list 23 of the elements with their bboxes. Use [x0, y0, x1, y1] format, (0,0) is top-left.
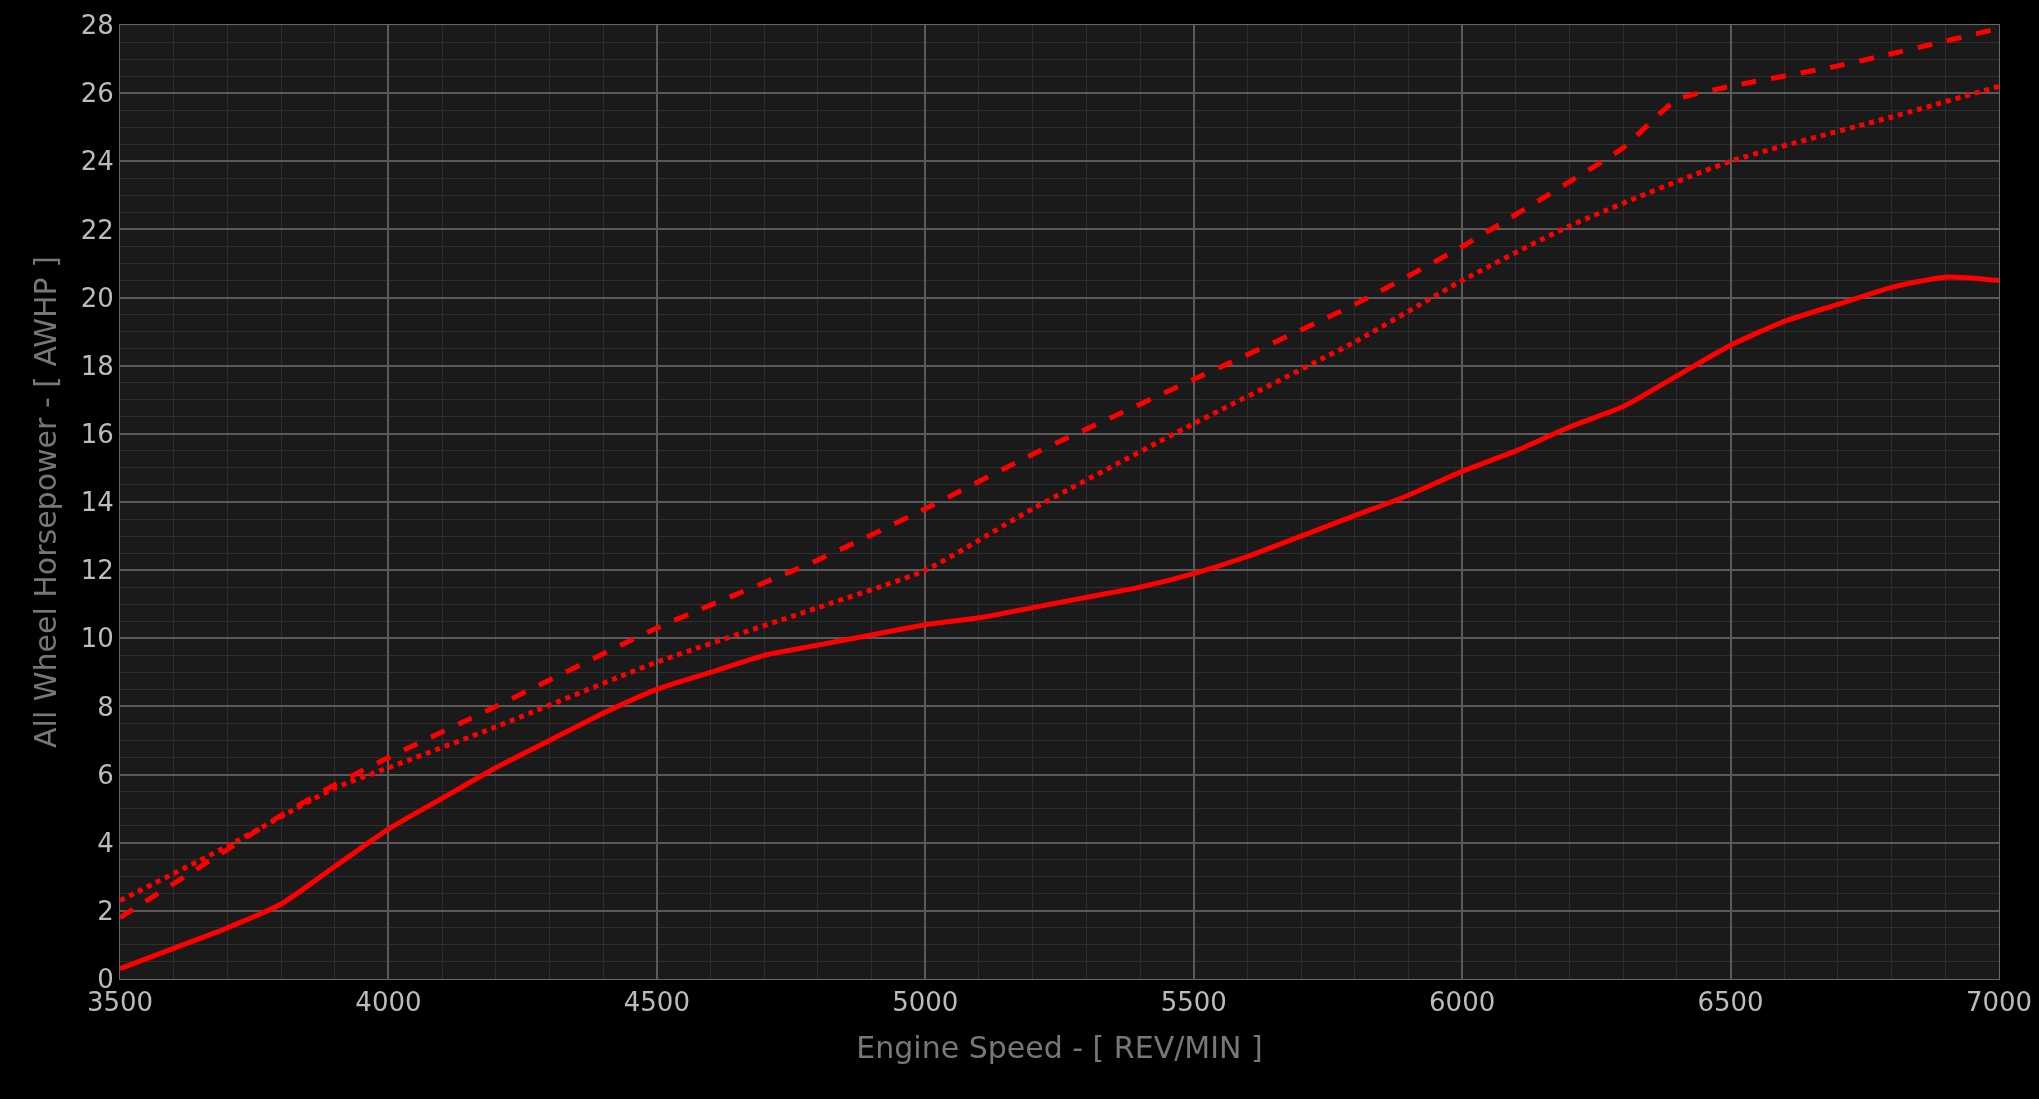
y-tick-label: 20 [80, 282, 114, 313]
x-tick-label: 6000 [1429, 987, 1496, 1018]
y-tick-label: 2 [97, 895, 114, 926]
x-axis-title: Engine Speed - [ REV/MIN ] [856, 1029, 1263, 1065]
x-tick-label: 6500 [1697, 987, 1764, 1018]
y-tick-label: 6 [97, 759, 114, 790]
x-tick-label: 4000 [355, 987, 422, 1018]
y-tick-label: 24 [80, 146, 114, 177]
y-tick-label: 18 [80, 350, 114, 381]
x-tick-label: 7000 [1965, 987, 2033, 1018]
y-tick-label: 12 [80, 555, 114, 586]
x-tick-label: 5000 [892, 987, 959, 1018]
y-tick-label: 28 [80, 10, 114, 41]
y-axis-title: All Wheel Horsepower - [ AWHP ] [27, 256, 63, 748]
y-tick-label: 8 [97, 691, 114, 722]
y-tick-label: 22 [80, 214, 114, 245]
y-tick-label: 4 [97, 827, 114, 858]
y-tick-label: 26 [80, 78, 114, 109]
y-tick-label: 10 [80, 623, 114, 654]
y-tick-label: 16 [80, 418, 114, 449]
y-tick-label: 14 [80, 487, 114, 518]
x-tick-label: 5500 [1160, 987, 1227, 1018]
x-tick-label: 4500 [623, 987, 690, 1018]
